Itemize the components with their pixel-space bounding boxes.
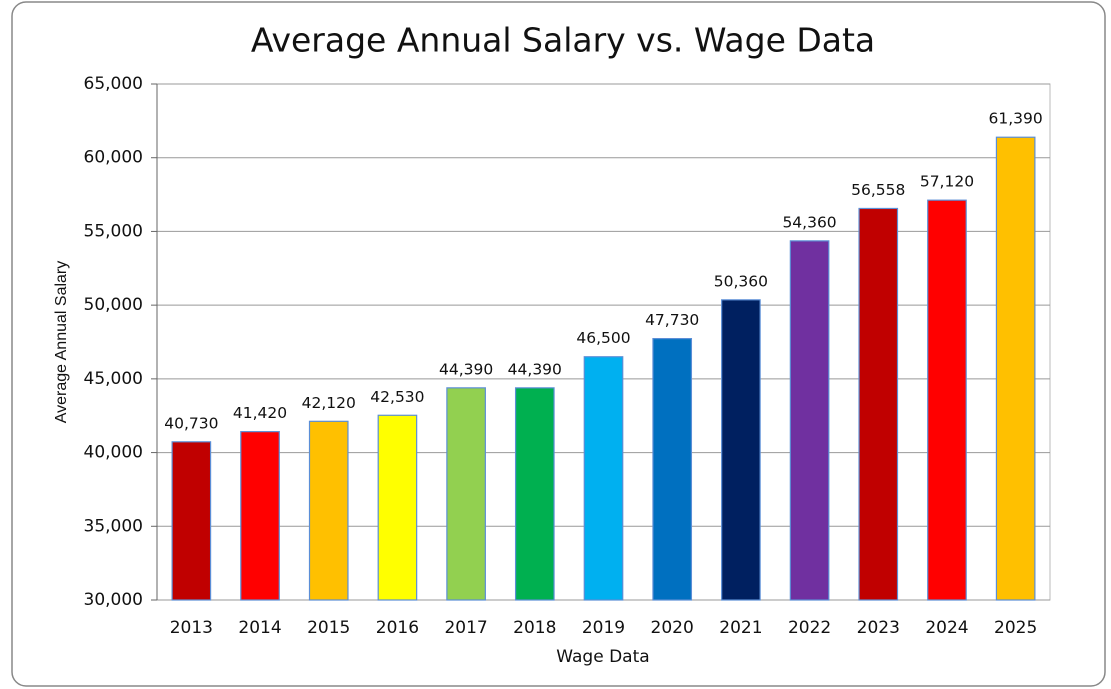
y-axis-label: Average Annual Salary — [53, 261, 70, 423]
y-tick-label: 55,000 — [84, 221, 143, 241]
y-tick-label: 50,000 — [84, 295, 143, 315]
bar — [446, 387, 486, 601]
y-tick-label: 40,000 — [84, 443, 143, 463]
bar — [171, 441, 212, 601]
data-label: 47,730 — [645, 311, 699, 329]
bar — [583, 356, 624, 601]
x-tick-label: 2017 — [444, 618, 487, 638]
data-label: 44,390 — [439, 360, 493, 378]
data-label: 57,120 — [920, 173, 974, 191]
chart-title: Average Annual Salary vs. Wage Data — [251, 21, 875, 60]
x-tick-label: 2018 — [513, 618, 556, 638]
data-label: 54,360 — [782, 213, 836, 231]
data-label: 61,390 — [989, 110, 1043, 128]
data-label: 42,530 — [370, 388, 424, 406]
y-tick-label: 65,000 — [84, 74, 143, 94]
x-tick-label: 2021 — [719, 618, 762, 638]
bar — [377, 414, 418, 601]
x-tick-label: 2025 — [994, 618, 1037, 638]
bar — [308, 420, 349, 601]
bar — [240, 431, 280, 601]
y-tick-label: 35,000 — [84, 516, 143, 536]
x-tick-label: 2024 — [925, 618, 968, 638]
frame — [11, 1, 1106, 687]
y-tick-label: 45,000 — [84, 369, 143, 389]
bar — [995, 136, 1036, 601]
x-tick-label: 2020 — [651, 618, 694, 638]
data-label: 44,390 — [508, 360, 562, 378]
data-label: 40,730 — [164, 414, 218, 432]
x-tick-label: 2016 — [376, 618, 419, 638]
x-tick-label: 2023 — [857, 618, 900, 638]
bar — [858, 207, 899, 601]
bar — [652, 338, 693, 601]
x-tick-label: 2014 — [238, 618, 281, 638]
bar — [721, 299, 761, 601]
x-tick-label: 2019 — [582, 618, 625, 638]
bar — [927, 199, 967, 601]
bar — [789, 240, 830, 601]
data-label: 42,120 — [302, 394, 356, 412]
y-tick-label: 60,000 — [84, 148, 143, 168]
x-tick-label: 2015 — [307, 618, 350, 638]
y-tick-label: 30,000 — [84, 590, 143, 610]
x-tick-label: 2013 — [170, 618, 213, 638]
data-label: 50,360 — [714, 272, 768, 290]
data-label: 46,500 — [576, 329, 630, 347]
x-axis-label: Wage Data — [556, 647, 649, 667]
data-label: 56,558 — [851, 181, 905, 199]
data-label: 41,420 — [233, 404, 287, 422]
x-tick-label: 2022 — [788, 618, 831, 638]
bar — [514, 387, 555, 601]
